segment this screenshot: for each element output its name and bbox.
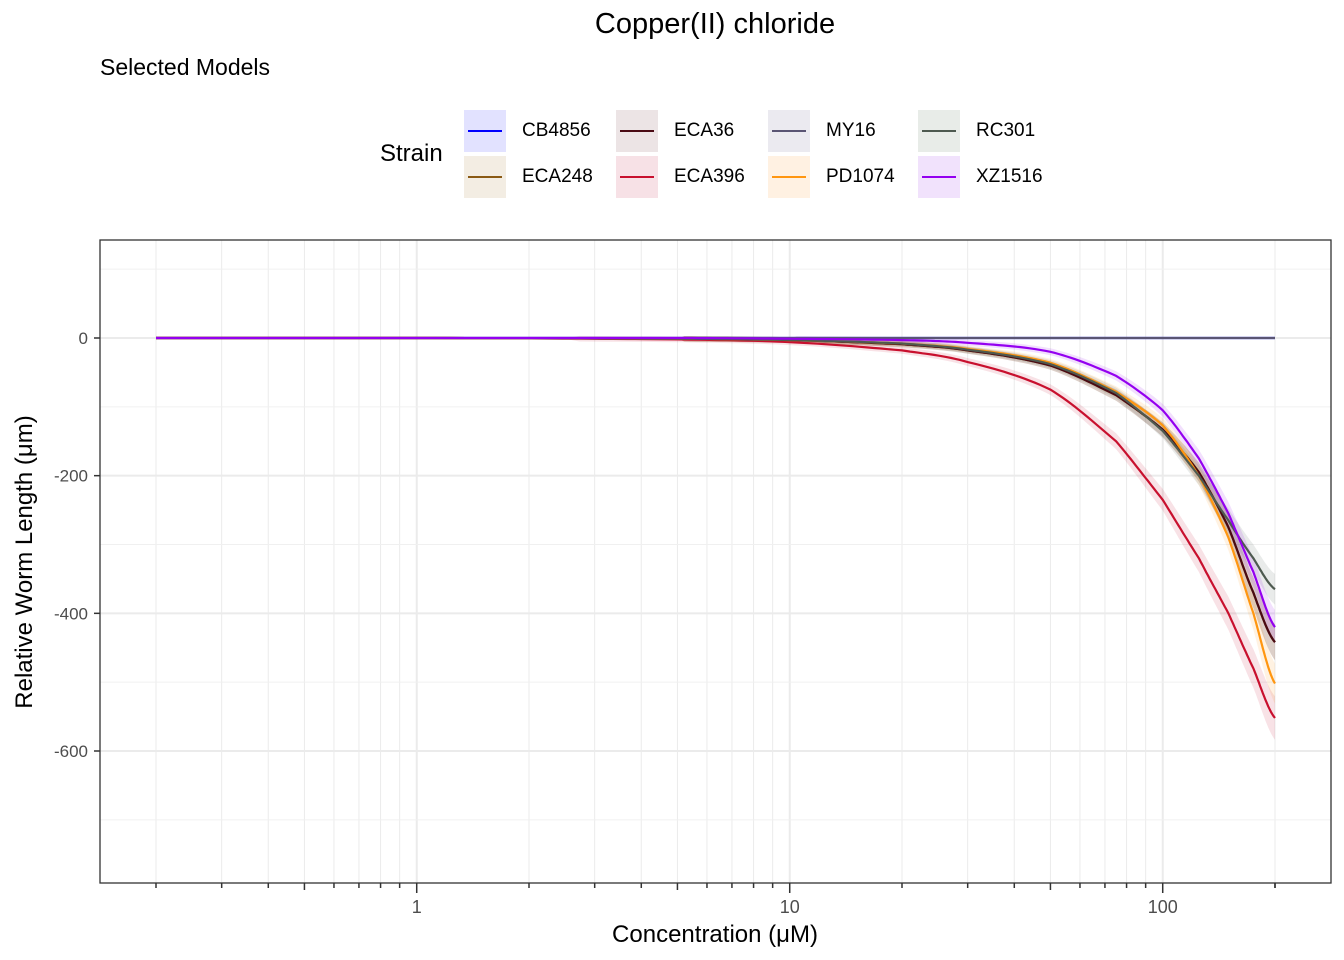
- y-tick-label: -200: [54, 467, 88, 486]
- legend-key-eca396: [616, 156, 658, 198]
- x-axis-ticks: [155, 883, 1276, 893]
- legend-title: Strain: [380, 140, 443, 167]
- legend-swatch-line: [922, 130, 956, 132]
- legend-key-eca36: [616, 110, 658, 152]
- series-group: [156, 335, 1276, 740]
- legend-label-rc301: RC301: [976, 120, 1036, 141]
- legend-label-pd1074: PD1074: [826, 166, 895, 187]
- legend-key-cb4856: [464, 110, 506, 152]
- gridlines: [100, 240, 1331, 883]
- x-axis-label: Concentration (μM): [612, 921, 818, 948]
- x-tick-label: 10: [780, 897, 800, 917]
- chart-subtitle: Selected Models: [100, 54, 271, 80]
- x-tick-label: 100: [1148, 897, 1178, 917]
- legend-label-cb4856: CB4856: [522, 120, 591, 141]
- legend-key-my16: [768, 110, 810, 152]
- legend-swatch-line: [772, 130, 806, 132]
- legend-label-xz1516: XZ1516: [976, 166, 1043, 187]
- y-tick-label: 0: [79, 329, 88, 348]
- y-tick-label: -600: [54, 742, 88, 761]
- x-tick-label: 1: [412, 897, 422, 917]
- legend-swatch-line: [922, 176, 956, 178]
- series-line-xz1516: [156, 336, 1276, 628]
- plot-background: [100, 240, 1331, 883]
- legend-key-xz1516: [918, 156, 960, 198]
- legend-swatch-line: [468, 176, 502, 178]
- legend-key-rc301: [918, 110, 960, 152]
- legend-label-eca396: ECA396: [674, 166, 745, 187]
- legend-key-eca248: [464, 156, 506, 198]
- legend-label-eca36: ECA36: [674, 120, 735, 141]
- legend-label-eca248: ECA248: [522, 166, 593, 187]
- legend-swatch-line: [620, 176, 654, 178]
- legend-key-pd1074: [768, 156, 810, 198]
- legend-swatch-line: [772, 176, 806, 178]
- chart-title: Copper(II) chloride: [594, 8, 836, 40]
- y-tick-label: -400: [54, 604, 88, 623]
- legend-swatch-line: [468, 130, 502, 132]
- legend-label-my16: MY16: [826, 120, 876, 141]
- panel-border: [99, 239, 1332, 884]
- y-axis-label: Relative Worm Length (μm): [11, 415, 38, 708]
- legend-swatch-line: [620, 130, 654, 132]
